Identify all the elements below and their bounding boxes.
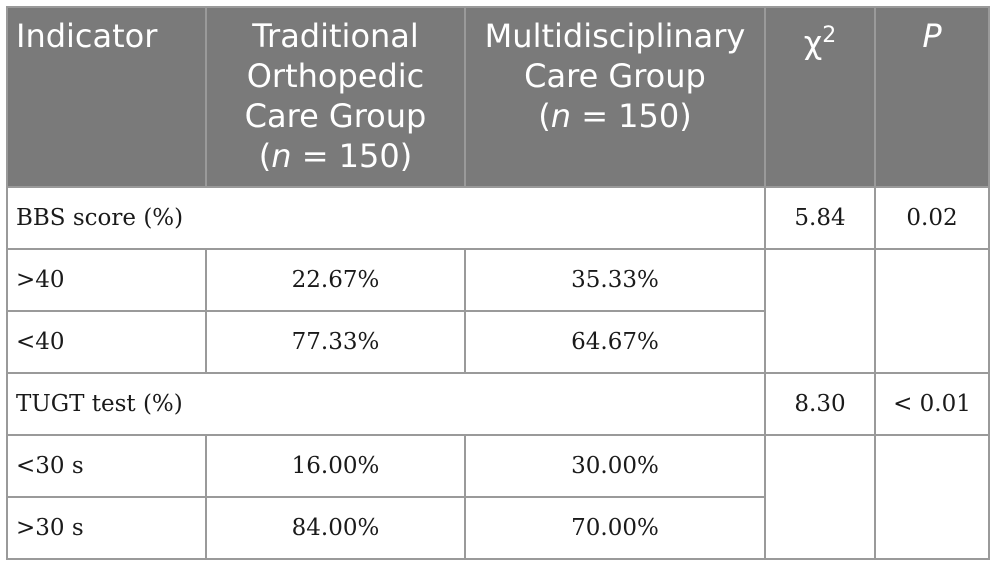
- section-row-bbs: BBS score (%) 5.84 0.02: [6, 186, 990, 250]
- row-multidisciplinary-value: 64.67%: [464, 310, 766, 374]
- empty-cell: [764, 311, 876, 374]
- empty-cell: [874, 248, 990, 311]
- header-chi-superscript: 2: [822, 23, 837, 48]
- header-row: Indicator Traditional Orthopedic Care Gr…: [6, 6, 990, 188]
- row-traditional-value: 22.67%: [205, 248, 466, 312]
- row-label: >40: [6, 248, 207, 312]
- row-traditional-value: 84.00%: [205, 496, 466, 560]
- header-multi-n-val: = 150): [571, 97, 692, 135]
- section-p-bbs: 0.02: [874, 186, 990, 250]
- empty-cell: [874, 311, 990, 374]
- data-table: Indicator Traditional Orthopedic Care Gr…: [6, 6, 990, 560]
- section-chi2-bbs: 5.84: [764, 186, 876, 250]
- header-chi-symbol: χ: [803, 23, 823, 62]
- section-chi2-tugt: 8.30: [764, 372, 876, 436]
- empty-cell: [874, 434, 990, 497]
- header-chi-square: χ2: [764, 6, 876, 188]
- empty-cell: [764, 248, 876, 311]
- header-multidisciplinary-group: Multidisciplinary Care Group (n = 150): [464, 6, 766, 188]
- header-multi-line2: Care Group: [524, 57, 706, 95]
- section-row-tugt: TUGT test (%) 8.30 < 0.01: [6, 372, 990, 436]
- header-traditional-group: Traditional Orthopedic Care Group (n = 1…: [205, 6, 466, 188]
- empty-cell: [764, 434, 876, 497]
- table-row: <30 s 16.00% 30.00%: [6, 434, 990, 498]
- empty-cell: [874, 497, 990, 560]
- header-traditional-n-var: n: [271, 137, 292, 175]
- table-row: >40 22.67% 35.33%: [6, 248, 990, 312]
- row-label: <30 s: [6, 434, 207, 498]
- row-traditional-value: 77.33%: [205, 310, 466, 374]
- row-multidisciplinary-value: 30.00%: [464, 434, 766, 498]
- header-multi-n-var: n: [550, 97, 572, 135]
- header-indicator: Indicator: [6, 6, 207, 188]
- row-multidisciplinary-value: 70.00%: [464, 496, 766, 560]
- row-traditional-value: 16.00%: [205, 434, 466, 498]
- row-label: <40: [6, 310, 207, 374]
- header-traditional-line3: Care Group: [244, 97, 427, 135]
- header-traditional-line1: Traditional: [252, 17, 419, 55]
- section-label-bbs: BBS score (%): [6, 186, 766, 250]
- table-row: <40 77.33% 64.67%: [6, 310, 990, 374]
- row-label: >30 s: [6, 496, 207, 560]
- section-label-tugt: TUGT test (%): [6, 372, 766, 436]
- header-p-value: P: [874, 6, 990, 188]
- header-traditional-n-val: = 150): [291, 137, 413, 175]
- header-multi-line1: Multidisciplinary: [484, 17, 746, 55]
- empty-cell: [764, 497, 876, 560]
- section-p-tugt: < 0.01: [874, 372, 990, 436]
- header-traditional-line2: Orthopedic: [246, 57, 425, 95]
- header-p-label: P: [922, 17, 942, 55]
- row-multidisciplinary-value: 35.33%: [464, 248, 766, 312]
- table-row: >30 s 84.00% 70.00%: [6, 496, 990, 560]
